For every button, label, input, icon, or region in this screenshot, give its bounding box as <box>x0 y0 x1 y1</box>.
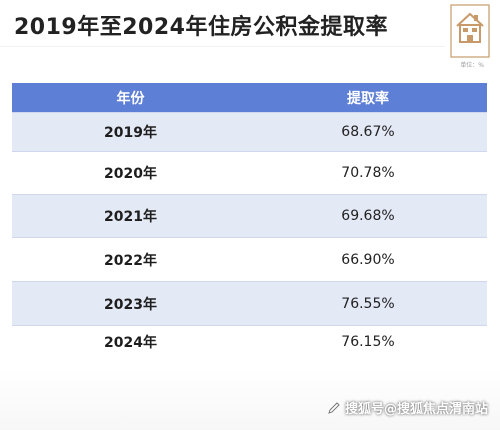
table-row: 2024年 76.15% <box>12 325 487 358</box>
page-title: 2019年至2024年住房公积金提取率 <box>14 15 388 40</box>
rate-cell: 76.15% <box>249 325 487 358</box>
year-cell: 2020年 <box>12 151 249 195</box>
rate-table-container: 年份 提取率 2019年 68.67% 2020年 70.78% 2021年 6… <box>12 83 487 358</box>
year-cell: 2023年 <box>12 281 249 326</box>
year-cell: 2019年 <box>12 112 249 152</box>
year-cell: 2021年 <box>12 194 249 238</box>
column-header-year: 年份 <box>12 83 249 113</box>
table-row: 2022年 66.90% <box>12 237 487 282</box>
watermark: 搜狐号@搜狐焦点渭南站 <box>327 398 488 417</box>
watermark-text: 搜狐号@搜狐焦点渭南站 <box>344 402 488 417</box>
rate-cell: 69.68% <box>249 194 487 238</box>
table-row: 2023年 76.55% <box>12 281 487 326</box>
year-cell: 2022年 <box>12 237 249 282</box>
table-row: 2020年 70.78% <box>12 151 487 195</box>
rate-cell: 66.90% <box>249 237 487 282</box>
rate-cell: 70.78% <box>249 151 487 195</box>
title-divider <box>0 46 445 47</box>
bottom-fade <box>0 370 500 430</box>
pen-icon <box>328 402 340 414</box>
year-cell: 2024年 <box>12 325 249 358</box>
rate-table: 年份 提取率 2019年 68.67% 2020年 70.78% 2021年 6… <box>12 83 487 358</box>
rate-cell: 68.67% <box>249 112 487 152</box>
unit-note: 单位：% <box>460 62 484 69</box>
table-row: 2019年 68.67% <box>12 112 487 152</box>
house-logo-icon <box>450 4 490 58</box>
title-band: 2019年至2024年住房公积金提取率 单位：% <box>0 0 500 78</box>
column-header-rate: 提取率 <box>249 83 487 113</box>
table-header-row: 年份 提取率 <box>12 83 487 113</box>
table-row: 2021年 69.68% <box>12 194 487 238</box>
rate-cell: 76.55% <box>249 281 487 326</box>
